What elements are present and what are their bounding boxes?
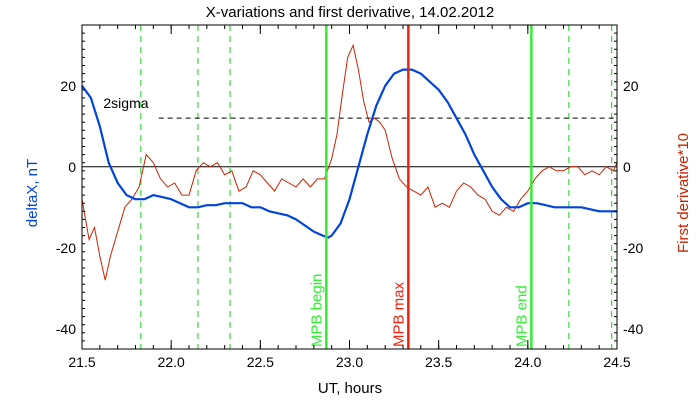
x-tick-label: 22.0 xyxy=(158,354,185,370)
chart-title: X-variations and first derivative, 14.02… xyxy=(206,4,495,21)
y-axis-label-right: First derivative*10 xyxy=(675,133,692,253)
y-tick-label-right: -40 xyxy=(623,321,643,337)
x-tick-label: 24.5 xyxy=(603,354,630,370)
x-tick-label: 21.5 xyxy=(68,354,95,370)
x-tick-label: 24.0 xyxy=(514,354,541,370)
derivative-line xyxy=(81,43,618,281)
deltax-line xyxy=(81,68,617,239)
y-tick-label-left: 20 xyxy=(60,78,76,94)
y-tick-label-left: 0 xyxy=(68,159,76,175)
plot-frame xyxy=(81,24,618,350)
y-tick-label-right: -20 xyxy=(623,240,643,256)
x-tick-label: 23.0 xyxy=(336,354,363,370)
threshold-label: 2sigma xyxy=(103,95,148,111)
y-tick-label-left: -40 xyxy=(56,321,76,337)
event-label: MPB max xyxy=(390,281,407,347)
x-tick-label: 23.5 xyxy=(425,354,452,370)
x-tick-label: 22.5 xyxy=(247,354,274,370)
event-label: MPB end xyxy=(513,285,530,347)
y-tick-label-right: 0 xyxy=(623,159,631,175)
y-axis-label-left: deltaX, nT xyxy=(24,159,41,227)
y-tick-label-right: 20 xyxy=(623,78,639,94)
event-label: MPB begin xyxy=(308,274,325,347)
y-tick-label-left: -20 xyxy=(56,240,76,256)
x-axis-label: UT, hours xyxy=(318,380,382,397)
